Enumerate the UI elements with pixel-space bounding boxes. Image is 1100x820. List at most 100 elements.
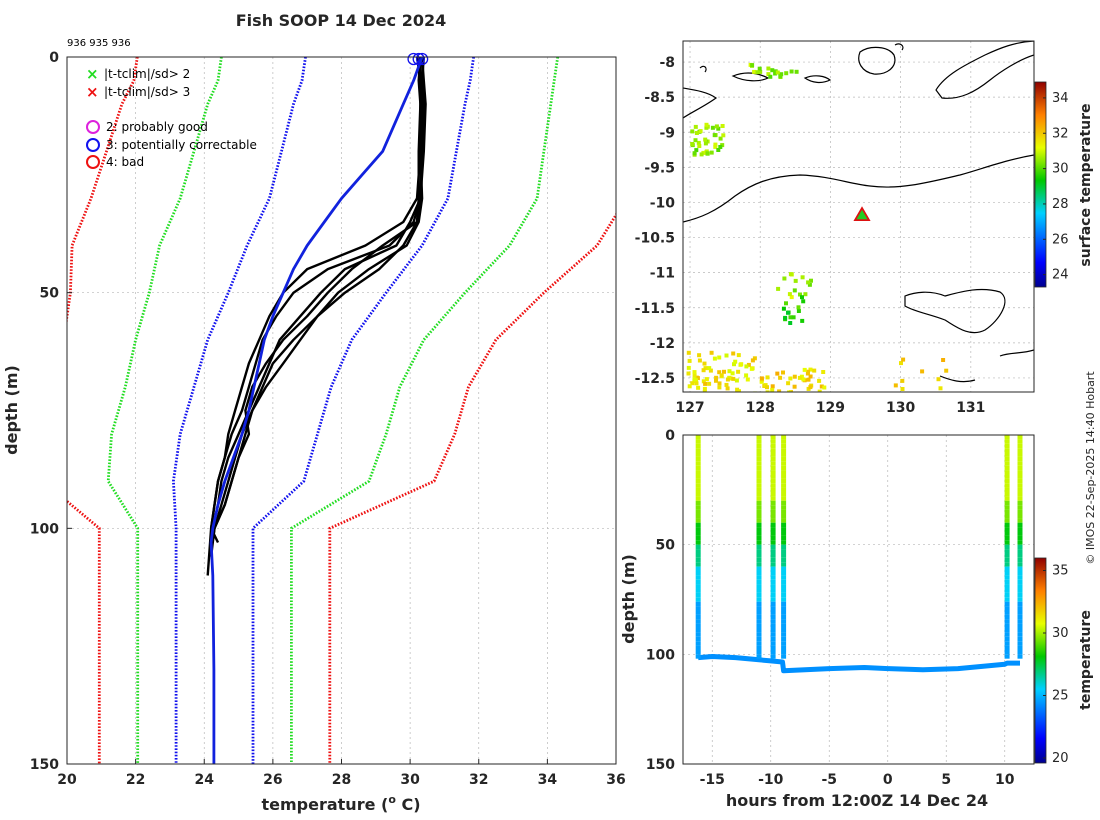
ts-cast-segment: [781, 531, 787, 536]
ts-cast-segment: [695, 518, 701, 523]
ts-cast-segment: [1017, 641, 1023, 646]
map-y-tick-label: -9: [659, 125, 675, 141]
ts-cast-segment: [695, 443, 701, 449]
ts-cast-segment: [770, 544, 776, 550]
sst-point: [797, 375, 802, 380]
ts-cast-segment: [1017, 500, 1023, 506]
sst-point: [820, 392, 824, 396]
sst-point: [697, 353, 702, 358]
ts-cast-segment: [695, 509, 701, 514]
ts-cast-segment: [695, 452, 701, 457]
ts-cast-segment: [756, 641, 762, 646]
legend-x-green: ×: [86, 65, 99, 83]
ts-cast-segment: [1017, 478, 1023, 484]
sst-point: [770, 387, 775, 392]
sst-point: [712, 356, 717, 361]
ts-cast-segment: [756, 518, 762, 523]
sst-point: [687, 384, 692, 389]
ts-cast-segment: [781, 470, 787, 475]
ts-cast-segment: [695, 531, 701, 536]
ts-cast-segment: [770, 461, 776, 466]
ts-cast-segment: [1004, 456, 1010, 462]
sst-point: [702, 389, 707, 392]
ts-y-tick-label: 50: [656, 538, 676, 554]
ts-x-tick-label: 0: [883, 772, 893, 788]
ts-cast-segment: [756, 456, 762, 462]
ts-cast-segment: [756, 505, 762, 510]
sst-point: [787, 390, 792, 392]
ts-cast-segment: [1004, 452, 1010, 457]
ts-cast-segment: [781, 592, 787, 598]
ts-cast-segment: [1017, 505, 1023, 510]
ts-cast-segment: [695, 592, 701, 598]
profile-x-tick-label: 30: [400, 772, 420, 788]
ts-cast-segment: [770, 443, 776, 449]
sst-point: [687, 358, 692, 363]
ts-cast-segment: [770, 470, 776, 475]
map-x-tick-label: 129: [816, 400, 845, 416]
ts-cast-segment: [695, 584, 701, 589]
profile-x-label: temperature (o C): [261, 793, 420, 814]
ts-cast-segment: [695, 571, 701, 576]
profile-x-tick-label: 28: [332, 772, 351, 788]
ts-cast-segment: [781, 601, 787, 607]
legend-x-red: ×: [86, 83, 99, 101]
ts-cast-segment: [781, 579, 787, 585]
ts-cast-segment: [770, 571, 776, 576]
ts-cast-segment: [1017, 632, 1023, 637]
ts-cast-segment: [695, 606, 701, 611]
ts-cast-segment: [695, 527, 701, 532]
sst-point: [697, 144, 702, 148]
sst-point: [803, 292, 808, 297]
sst-point: [775, 371, 780, 376]
ts-cast-segment: [756, 492, 762, 497]
ts-cast-segment: [1004, 505, 1010, 510]
sst-point: [695, 376, 700, 381]
ts-cast-segment: [756, 575, 762, 580]
ts-cast-segment: [781, 522, 787, 528]
temp-colorbar-tick-label: 35: [1052, 564, 1069, 579]
sst-point: [936, 377, 941, 382]
ts-cast-segment: [756, 553, 762, 558]
ts-cast-segment: [695, 628, 701, 633]
ts-cast-segment: [781, 474, 787, 479]
ts-cast-segment: [1017, 588, 1023, 593]
sst-point: [716, 148, 721, 152]
ts-cast-segment: [1017, 527, 1023, 532]
ts-cast-segment: [781, 654, 787, 659]
sst-point: [796, 309, 801, 313]
ts-cast-segment: [1017, 553, 1023, 558]
sst-colorbar-tick-label: 28: [1052, 197, 1069, 212]
ts-cast-segment: [695, 505, 701, 510]
sst-point: [714, 124, 719, 129]
sst-point: [798, 292, 802, 297]
coast-melville: [904, 288, 1006, 334]
ts-cast-segment: [770, 649, 776, 655]
ts-cast-segment: [781, 544, 787, 550]
ts-cast-segment: [781, 566, 787, 571]
map-ticks: 127 128 129 130 131 -8 -8.5 -9 -9.5 -10 -10.5 -11 -1…: [635, 55, 986, 416]
ts-cast-segment: [770, 540, 776, 545]
ts-cast-segment: [770, 435, 776, 440]
ts-cast-segment: [770, 588, 776, 593]
sst-point: [733, 359, 738, 364]
ts-cast-segment: [1017, 623, 1023, 628]
sst-point: [750, 358, 755, 363]
ts-cast-segment: [756, 636, 762, 642]
sst-point: [720, 124, 725, 128]
ts-cast-segment: [756, 470, 762, 475]
sst-point: [697, 358, 702, 363]
ts-cast-segment: [1004, 549, 1010, 554]
ts-cast-segment: [770, 514, 776, 519]
map-x-tick-label: 127: [675, 400, 704, 416]
map-y-tick-label: -12: [650, 336, 675, 352]
ts-cast-segment: [695, 645, 701, 650]
sst-point: [776, 286, 781, 291]
ts-cast-segment: [770, 474, 776, 479]
climatology-1sd-upper: [251, 57, 475, 764]
ts-background: [683, 435, 1034, 764]
ts-cast-segment: [781, 435, 787, 440]
sst-point: [758, 69, 763, 74]
ts-bottom-track: [698, 654, 1020, 674]
sst-point: [707, 381, 712, 386]
